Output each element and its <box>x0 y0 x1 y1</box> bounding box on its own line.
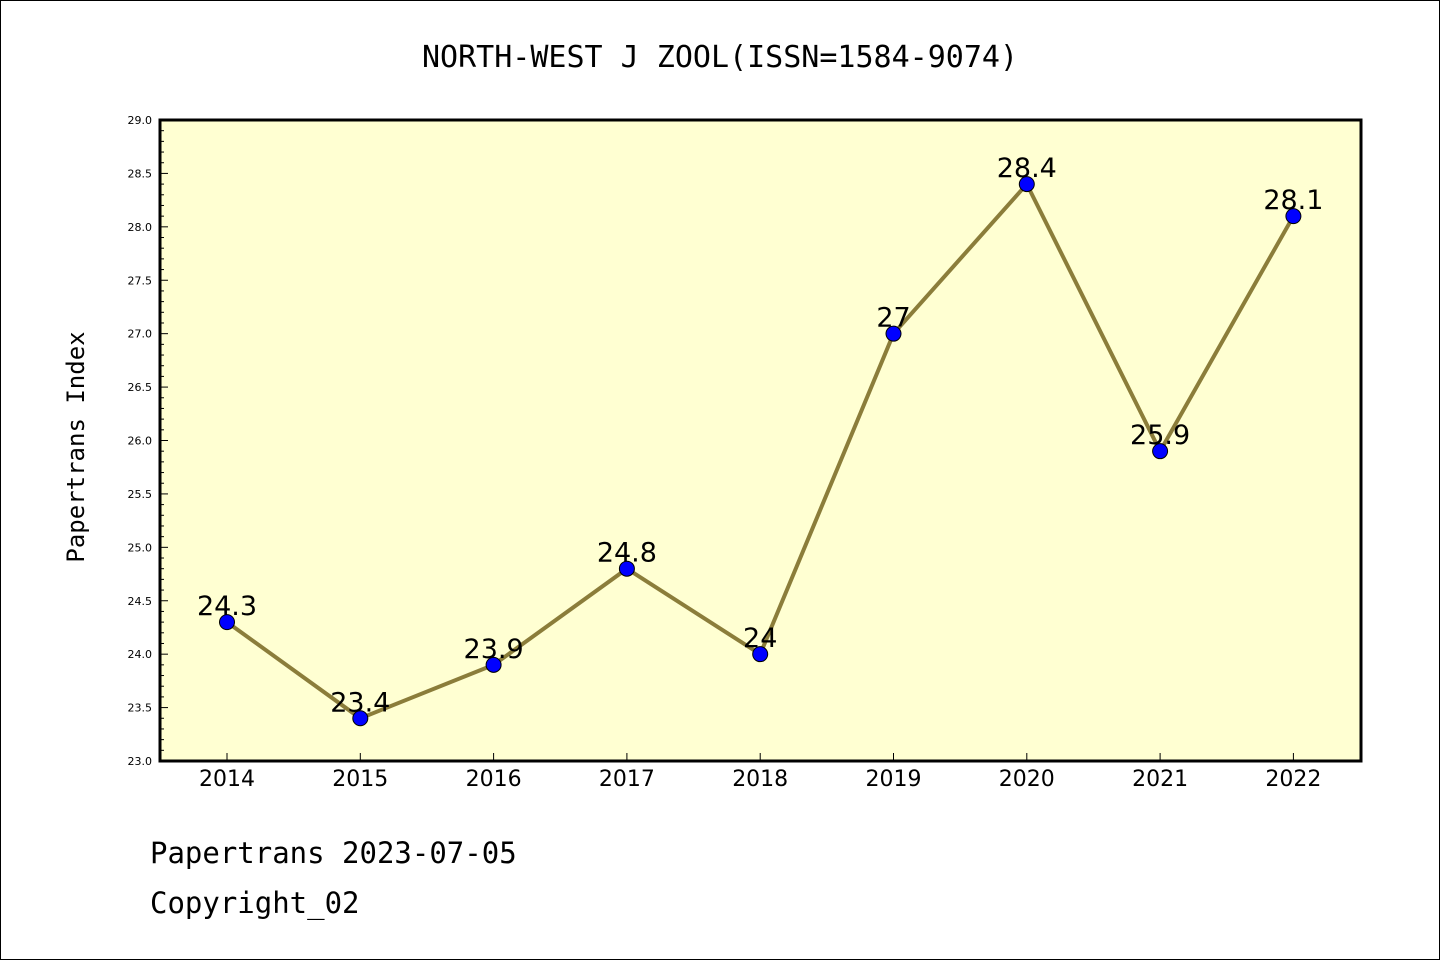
data-label: 24 <box>743 623 777 654</box>
x-tick-label: 2017 <box>599 767 655 792</box>
data-label: 24.8 <box>597 538 657 569</box>
data-point-marker <box>618 560 635 577</box>
x-tick-label: 2014 <box>199 767 255 792</box>
x-tick-label: 2019 <box>866 767 922 792</box>
data-point-marker <box>1285 208 1302 225</box>
y-tick-label: 26.5 <box>128 381 153 394</box>
y-tick-label: 29.0 <box>128 114 153 127</box>
data-label: 28.1 <box>1263 185 1323 216</box>
y-axis-label: Papertrans Index <box>62 331 90 562</box>
x-tick-label: 2022 <box>1265 767 1321 792</box>
x-tick-label: 2016 <box>466 767 522 792</box>
data-point-marker <box>752 646 769 663</box>
data-labels: 24.3 23.4 23.9 24.8 24 27 28.4 25.9 28.1 <box>197 153 1324 718</box>
data-point-marker <box>1018 176 1035 193</box>
y-tick-label: 28.5 <box>128 167 153 180</box>
data-label: 23.9 <box>464 634 524 665</box>
data-point-marker <box>1152 443 1169 460</box>
y-tick-label: 25.5 <box>128 488 153 501</box>
series-markers <box>219 176 1302 727</box>
y-tick-label: 24.0 <box>128 648 153 661</box>
x-tick-label: 2015 <box>332 767 388 792</box>
data-label: 28.4 <box>997 153 1057 184</box>
y-tick-label: 23.5 <box>128 702 153 715</box>
footer-copyright: Copyright_02 <box>150 886 360 920</box>
y-tick-label: 27.0 <box>128 328 153 341</box>
y-axis-ticks: 23.0 23.5 24.0 24.5 25.0 25.5 26.0 26.5 27.0 27.5… <box>128 114 168 768</box>
y-tick-label: 23.0 <box>128 755 153 768</box>
data-point-marker <box>352 710 369 727</box>
chart-title: NORTH-WEST J ZOOL(ISSN=1584-9074) <box>422 40 1018 75</box>
footer-date: Papertrans 2023-07-05 <box>150 836 517 870</box>
data-point-marker <box>485 656 502 673</box>
x-tick-label: 2018 <box>732 767 788 792</box>
y-tick-label: 25.0 <box>128 541 153 554</box>
data-label: 27 <box>876 303 910 334</box>
x-axis-ticks: 2014 2015 2016 2017 2018 2019 2020 2021 2022 <box>199 753 1321 792</box>
x-tick-label: 2020 <box>999 767 1055 792</box>
y-tick-label: 27.5 <box>128 274 153 287</box>
data-point-marker <box>219 614 235 631</box>
data-label: 24.3 <box>197 591 257 622</box>
data-point-marker <box>885 325 902 342</box>
data-label: 23.4 <box>330 687 390 718</box>
y-tick-label: 26.0 <box>128 435 153 448</box>
y-tick-label: 24.5 <box>128 595 153 608</box>
x-tick-label: 2021 <box>1132 767 1188 792</box>
y-tick-label: 28.0 <box>128 221 153 234</box>
data-label: 25.9 <box>1130 420 1190 451</box>
